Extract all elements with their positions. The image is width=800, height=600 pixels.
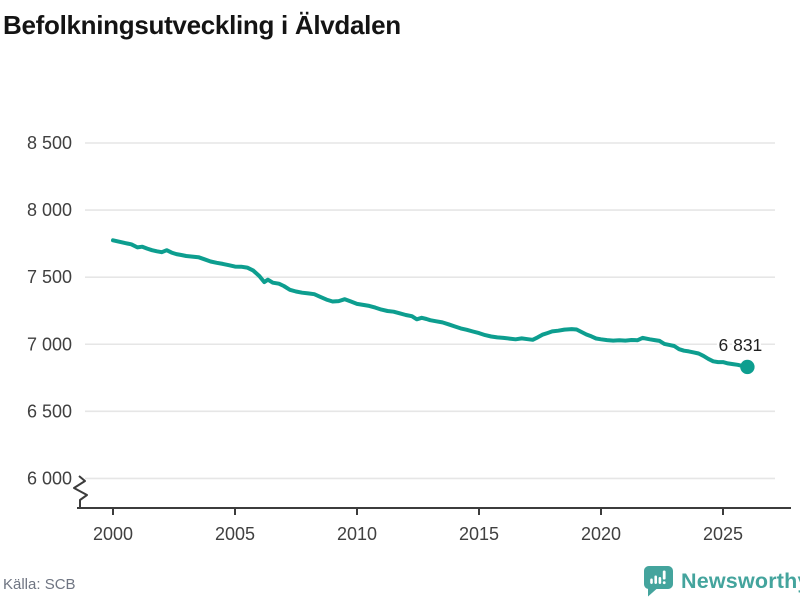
x-tick-label: 2000: [93, 524, 133, 544]
y-tick-label: 6 500: [27, 401, 72, 421]
source-label: Källa: SCB: [3, 576, 76, 593]
y-tick-label: 8 000: [27, 200, 72, 220]
x-tick-label: 2020: [581, 524, 621, 544]
y-tick-label: 8 500: [27, 133, 72, 153]
newsworthy-wordmark: Newsworthy: [681, 568, 800, 593]
x-tick-label: 2005: [215, 524, 255, 544]
bar-chart-glyph: [650, 570, 666, 584]
x-tick-label: 2015: [459, 524, 499, 544]
population-line: [111, 238, 750, 369]
chart-title: Befolkningsutveckling i Älvdalen: [3, 10, 401, 40]
newsworthy-logo[interactable]: Newsworthy: [644, 565, 800, 597]
x-tick-label: 2010: [337, 524, 377, 544]
newsworthy-bubble-icon: [644, 565, 673, 596]
y-tick-label: 7 500: [27, 267, 72, 287]
x-tick-label: 2025: [703, 524, 743, 544]
axis-break-icon: [73, 475, 88, 507]
population-line-chart: 8 500 8 000 7 500 7 000 6 500 6 000 2000 2005 20…: [27, 133, 791, 544]
y-tick-label: 7 000: [27, 334, 72, 354]
end-value-label: 6 831: [719, 335, 763, 355]
end-point-dot: [740, 359, 755, 375]
y-tick-label: 6 000: [27, 468, 72, 488]
